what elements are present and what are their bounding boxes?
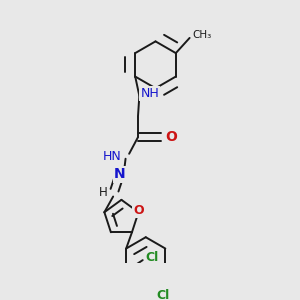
- Text: Cl: Cl: [146, 251, 159, 264]
- Text: Cl: Cl: [156, 290, 169, 300]
- Text: N: N: [114, 167, 126, 182]
- Text: O: O: [133, 204, 144, 217]
- Text: O: O: [165, 130, 177, 144]
- Text: NH: NH: [140, 87, 159, 100]
- Text: CH₃: CH₃: [192, 30, 212, 40]
- Text: HN: HN: [103, 150, 122, 163]
- Text: H: H: [99, 186, 108, 200]
